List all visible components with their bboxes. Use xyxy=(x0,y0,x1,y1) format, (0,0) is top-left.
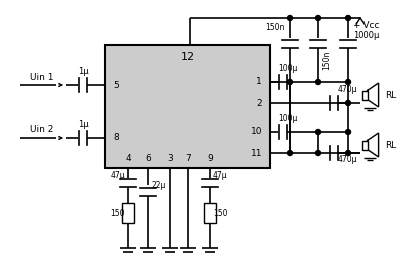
Text: 1000µ: 1000µ xyxy=(353,30,379,40)
Bar xyxy=(204,203,216,223)
Circle shape xyxy=(316,130,320,135)
Text: 12: 12 xyxy=(180,52,194,62)
Text: 1µ: 1µ xyxy=(78,67,88,76)
Text: 150: 150 xyxy=(110,209,125,217)
Text: RL: RL xyxy=(385,140,396,150)
Text: + Vcc: + Vcc xyxy=(353,21,380,29)
Text: 6: 6 xyxy=(145,154,151,163)
Text: 1: 1 xyxy=(256,77,262,87)
Circle shape xyxy=(288,80,292,85)
Text: 10: 10 xyxy=(250,128,262,136)
Bar xyxy=(105,45,270,168)
Bar xyxy=(362,140,368,150)
Circle shape xyxy=(288,151,292,155)
Text: 22µ: 22µ xyxy=(151,181,165,189)
Text: 2: 2 xyxy=(256,99,262,107)
Bar xyxy=(122,203,134,223)
Text: 150n: 150n xyxy=(266,24,285,33)
Text: 4: 4 xyxy=(125,154,131,163)
Circle shape xyxy=(346,101,350,105)
Text: 9: 9 xyxy=(207,154,213,163)
Circle shape xyxy=(346,151,350,155)
Text: 470µ: 470µ xyxy=(338,155,358,164)
Text: 150: 150 xyxy=(213,209,228,217)
Circle shape xyxy=(316,15,320,21)
Text: 100µ: 100µ xyxy=(278,114,297,123)
Text: 8: 8 xyxy=(113,134,119,142)
Bar xyxy=(362,90,368,100)
Circle shape xyxy=(288,15,292,21)
Text: 100µ: 100µ xyxy=(278,64,297,73)
Text: 7: 7 xyxy=(185,154,191,163)
Text: 150n: 150n xyxy=(322,50,331,70)
Circle shape xyxy=(346,15,350,21)
Text: 1µ: 1µ xyxy=(78,120,88,129)
Text: 11: 11 xyxy=(250,149,262,157)
Text: Uin 1: Uin 1 xyxy=(30,72,54,82)
Circle shape xyxy=(346,130,350,135)
Text: 3: 3 xyxy=(167,154,173,163)
Text: 470µ: 470µ xyxy=(338,85,358,94)
Text: 47µ: 47µ xyxy=(213,170,228,180)
Text: 5: 5 xyxy=(113,81,119,89)
Circle shape xyxy=(346,80,350,85)
Circle shape xyxy=(316,151,320,155)
Text: 47µ: 47µ xyxy=(110,170,125,180)
Circle shape xyxy=(316,80,320,85)
Text: RL: RL xyxy=(385,90,396,100)
Text: Uin 2: Uin 2 xyxy=(30,125,53,135)
